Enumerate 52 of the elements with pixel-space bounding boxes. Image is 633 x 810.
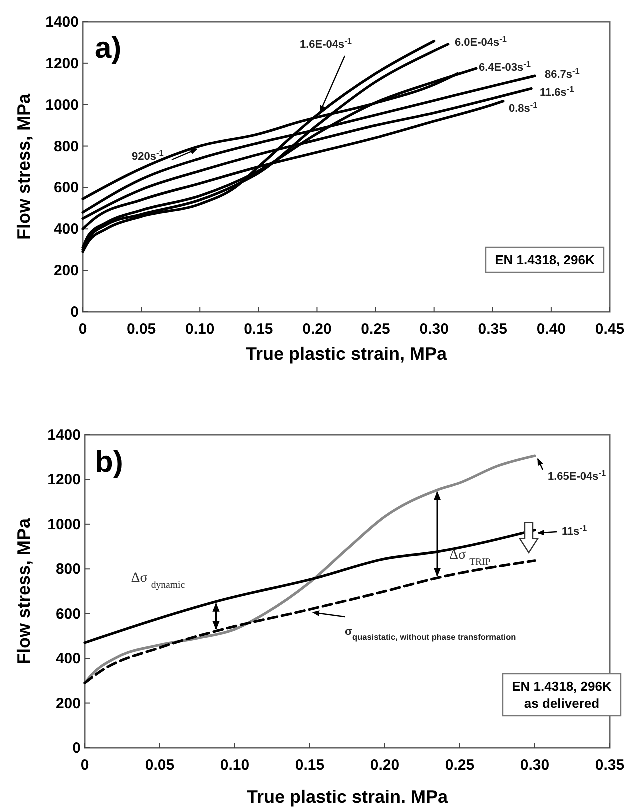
annotation: Δσ $_{TRIP}$ — [450, 548, 492, 568]
annotation: EN 1.4318, 296K as delivered — [512, 679, 612, 711]
series-label: 6.4E-03s$^{-1}$ — [479, 60, 532, 74]
y-tick-label: 1400 — [48, 427, 81, 444]
annotation: Δσ $_{dynamic}$ — [131, 570, 186, 590]
x-tick-label: 0.10 — [186, 321, 215, 338]
chart-title: a) — [95, 32, 122, 65]
y-axis-title: Flow stress, MPa — [14, 517, 34, 665]
x-tick-label: 0.20 — [370, 757, 400, 774]
y-tick-label: 400 — [56, 650, 81, 668]
series-label: 11.6s$^{-1}$ — [540, 84, 575, 99]
x-tick-label: 0.45 — [595, 321, 625, 338]
x-tick-label: 0.30 — [520, 757, 550, 774]
y-tick-label: 0 — [70, 304, 79, 321]
y-tick-label: 200 — [56, 695, 81, 712]
y-tick-label: 1400 — [46, 14, 79, 31]
x-tick-label: 0.25 — [445, 757, 475, 774]
y-tick-label: 200 — [54, 262, 79, 280]
y-tick-label: 1000 — [46, 96, 79, 114]
y-tick-label: 600 — [54, 180, 79, 197]
x-tick-label: 0.10 — [220, 757, 250, 774]
y-tick-label: 1200 — [48, 472, 81, 489]
y-axis-title: Flow stress, MPa — [14, 92, 34, 240]
legend-label: 11s$^{-1}$ — [562, 524, 588, 538]
y-tick-label: 1000 — [48, 516, 81, 534]
series-label: 6.0E-04s$^{-1}$ — [455, 34, 508, 49]
x-axis-title: True plastic strain. MPa — [246, 787, 450, 807]
x-axis-title: True plastic strain, MPa — [246, 344, 448, 364]
annotation: EN 1.4318, 296K — [495, 252, 596, 268]
text: σ$_{quasistatic, without phase transformation}$ — [345, 626, 516, 642]
y-tick-label: 800 — [56, 561, 81, 578]
y-tick-label: 400 — [54, 221, 79, 238]
chart-title: b) — [95, 446, 124, 479]
x-tick-label: 0.35 — [478, 321, 508, 338]
series-label: 0.8s$^{-1}$ — [509, 100, 538, 115]
series-label: 86.7s$^{-1}$ — [545, 66, 580, 81]
y-tick-label: 800 — [54, 138, 79, 156]
x-tick-label: 0.20 — [302, 321, 332, 338]
x-tick-label: 0.15 — [295, 757, 325, 774]
x-tick-label: 0.30 — [420, 321, 449, 338]
x-tick-label: 0.25 — [361, 321, 390, 338]
y-tick-label: 600 — [56, 606, 81, 623]
x-tick-label: 0.05 — [126, 321, 156, 338]
x-tick-label: 0.05 — [145, 757, 175, 774]
x-tick-label: 0.15 — [244, 321, 274, 338]
x-tick-label: 0.35 — [595, 757, 625, 774]
y-tick-label: 1200 — [46, 55, 79, 72]
legend-label: 920s$^{-1}$ — [132, 148, 164, 163]
y-tick-label: 0 — [72, 740, 81, 757]
series-label: 1.65E-04s$^{-1}$ — [548, 468, 607, 483]
text: 1.6E-04s$^{-1}$ — [300, 36, 352, 51]
x-tick-label: 0.40 — [536, 321, 566, 338]
